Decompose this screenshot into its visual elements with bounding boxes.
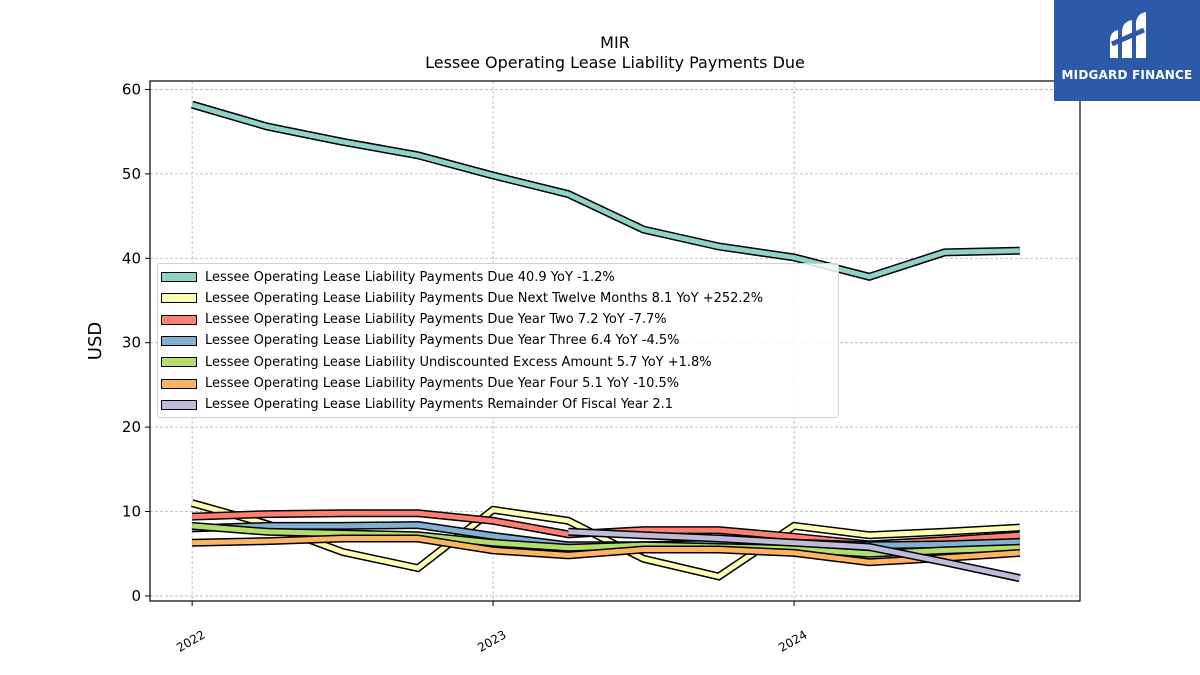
legend-item: Lessee Operating Lease Liability Payment…: [158, 375, 679, 393]
series-outline-1: [190, 100, 1020, 281]
series-line-2: [191, 500, 1020, 580]
series-line-6: [192, 536, 1020, 565]
logo-text: MIDGARD FINANCE: [1061, 68, 1193, 82]
y-tick-label: 40: [122, 249, 141, 267]
y-tick-label: 50: [122, 165, 141, 183]
legend-swatch: [161, 335, 197, 346]
plot-frame: [149, 80, 1081, 602]
legend-label: Lessee Operating Lease Liability Payment…: [205, 269, 615, 285]
legend-label: Lessee Operating Lease Liability Payment…: [205, 290, 764, 306]
y-tick-label: 20: [122, 418, 141, 436]
legend-label: Lessee Operating Lease Liability Payment…: [205, 376, 680, 391]
legend-item: Lessee Operating Lease Liability Payment…: [158, 311, 667, 329]
midgard-finance-logo: MIDGARD FINANCE: [1054, 0, 1200, 101]
logo-mark-icon: [1110, 12, 1146, 58]
legend-item: Lessee Operating Lease Liability Payment…: [158, 396, 673, 414]
legend-item: Lessee Operating Lease Liability Payment…: [158, 268, 615, 286]
x-tick-label: 2024: [776, 627, 809, 654]
legend-label: Lessee Operating Lease Liability Payment…: [205, 312, 667, 328]
y-tick-label: 60: [122, 80, 141, 98]
chart-title: Lessee Operating Lease Liability Payment…: [425, 53, 805, 72]
legend-item: Lessee Operating Lease Liability Payment…: [158, 332, 680, 350]
legend-swatch: [161, 314, 197, 325]
legend-swatch: [161, 272, 197, 282]
chart-title-ticker: MIR: [600, 33, 630, 52]
legend-swatch: [161, 357, 197, 368]
y-tick-label: 0: [131, 587, 141, 605]
legend-label: Lessee Operating Lease Liability Payment…: [205, 333, 680, 349]
chart-legend: Lessee Operating Lease Liability Payment…: [157, 263, 839, 418]
legend-swatch: [161, 293, 197, 304]
y-tick-label: 30: [122, 334, 141, 352]
legend-swatch: [161, 378, 197, 389]
x-tick-label: 2023: [475, 627, 508, 654]
legend-label: Lessee Operating Lease Liability Payment…: [205, 397, 674, 413]
legend-label: Lessee Operating Lease Liability Undisco…: [205, 354, 712, 370]
x-tick-label: 2022: [174, 627, 207, 654]
series-line-1: [191, 102, 1020, 280]
y-axis-label: USD: [85, 322, 106, 360]
series-line-7: [568, 529, 1021, 581]
y-tick-label: 10: [122, 503, 141, 521]
legend-swatch: [161, 399, 197, 410]
legend-item: Lessee Operating Lease Liability Payment…: [158, 289, 763, 307]
legend-item: Lessee Operating Lease Liability Undisco…: [158, 353, 712, 371]
